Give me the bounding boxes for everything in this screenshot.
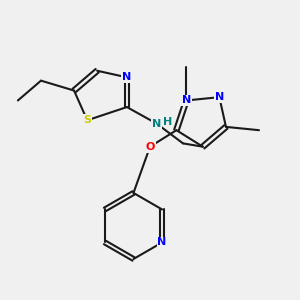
Text: O: O <box>145 142 155 152</box>
Text: S: S <box>83 115 91 125</box>
Text: N: N <box>158 238 167 248</box>
Text: H: H <box>163 117 172 127</box>
Text: N: N <box>182 95 191 106</box>
Text: N: N <box>122 72 131 82</box>
Text: N: N <box>215 92 224 102</box>
Text: N: N <box>152 118 161 129</box>
